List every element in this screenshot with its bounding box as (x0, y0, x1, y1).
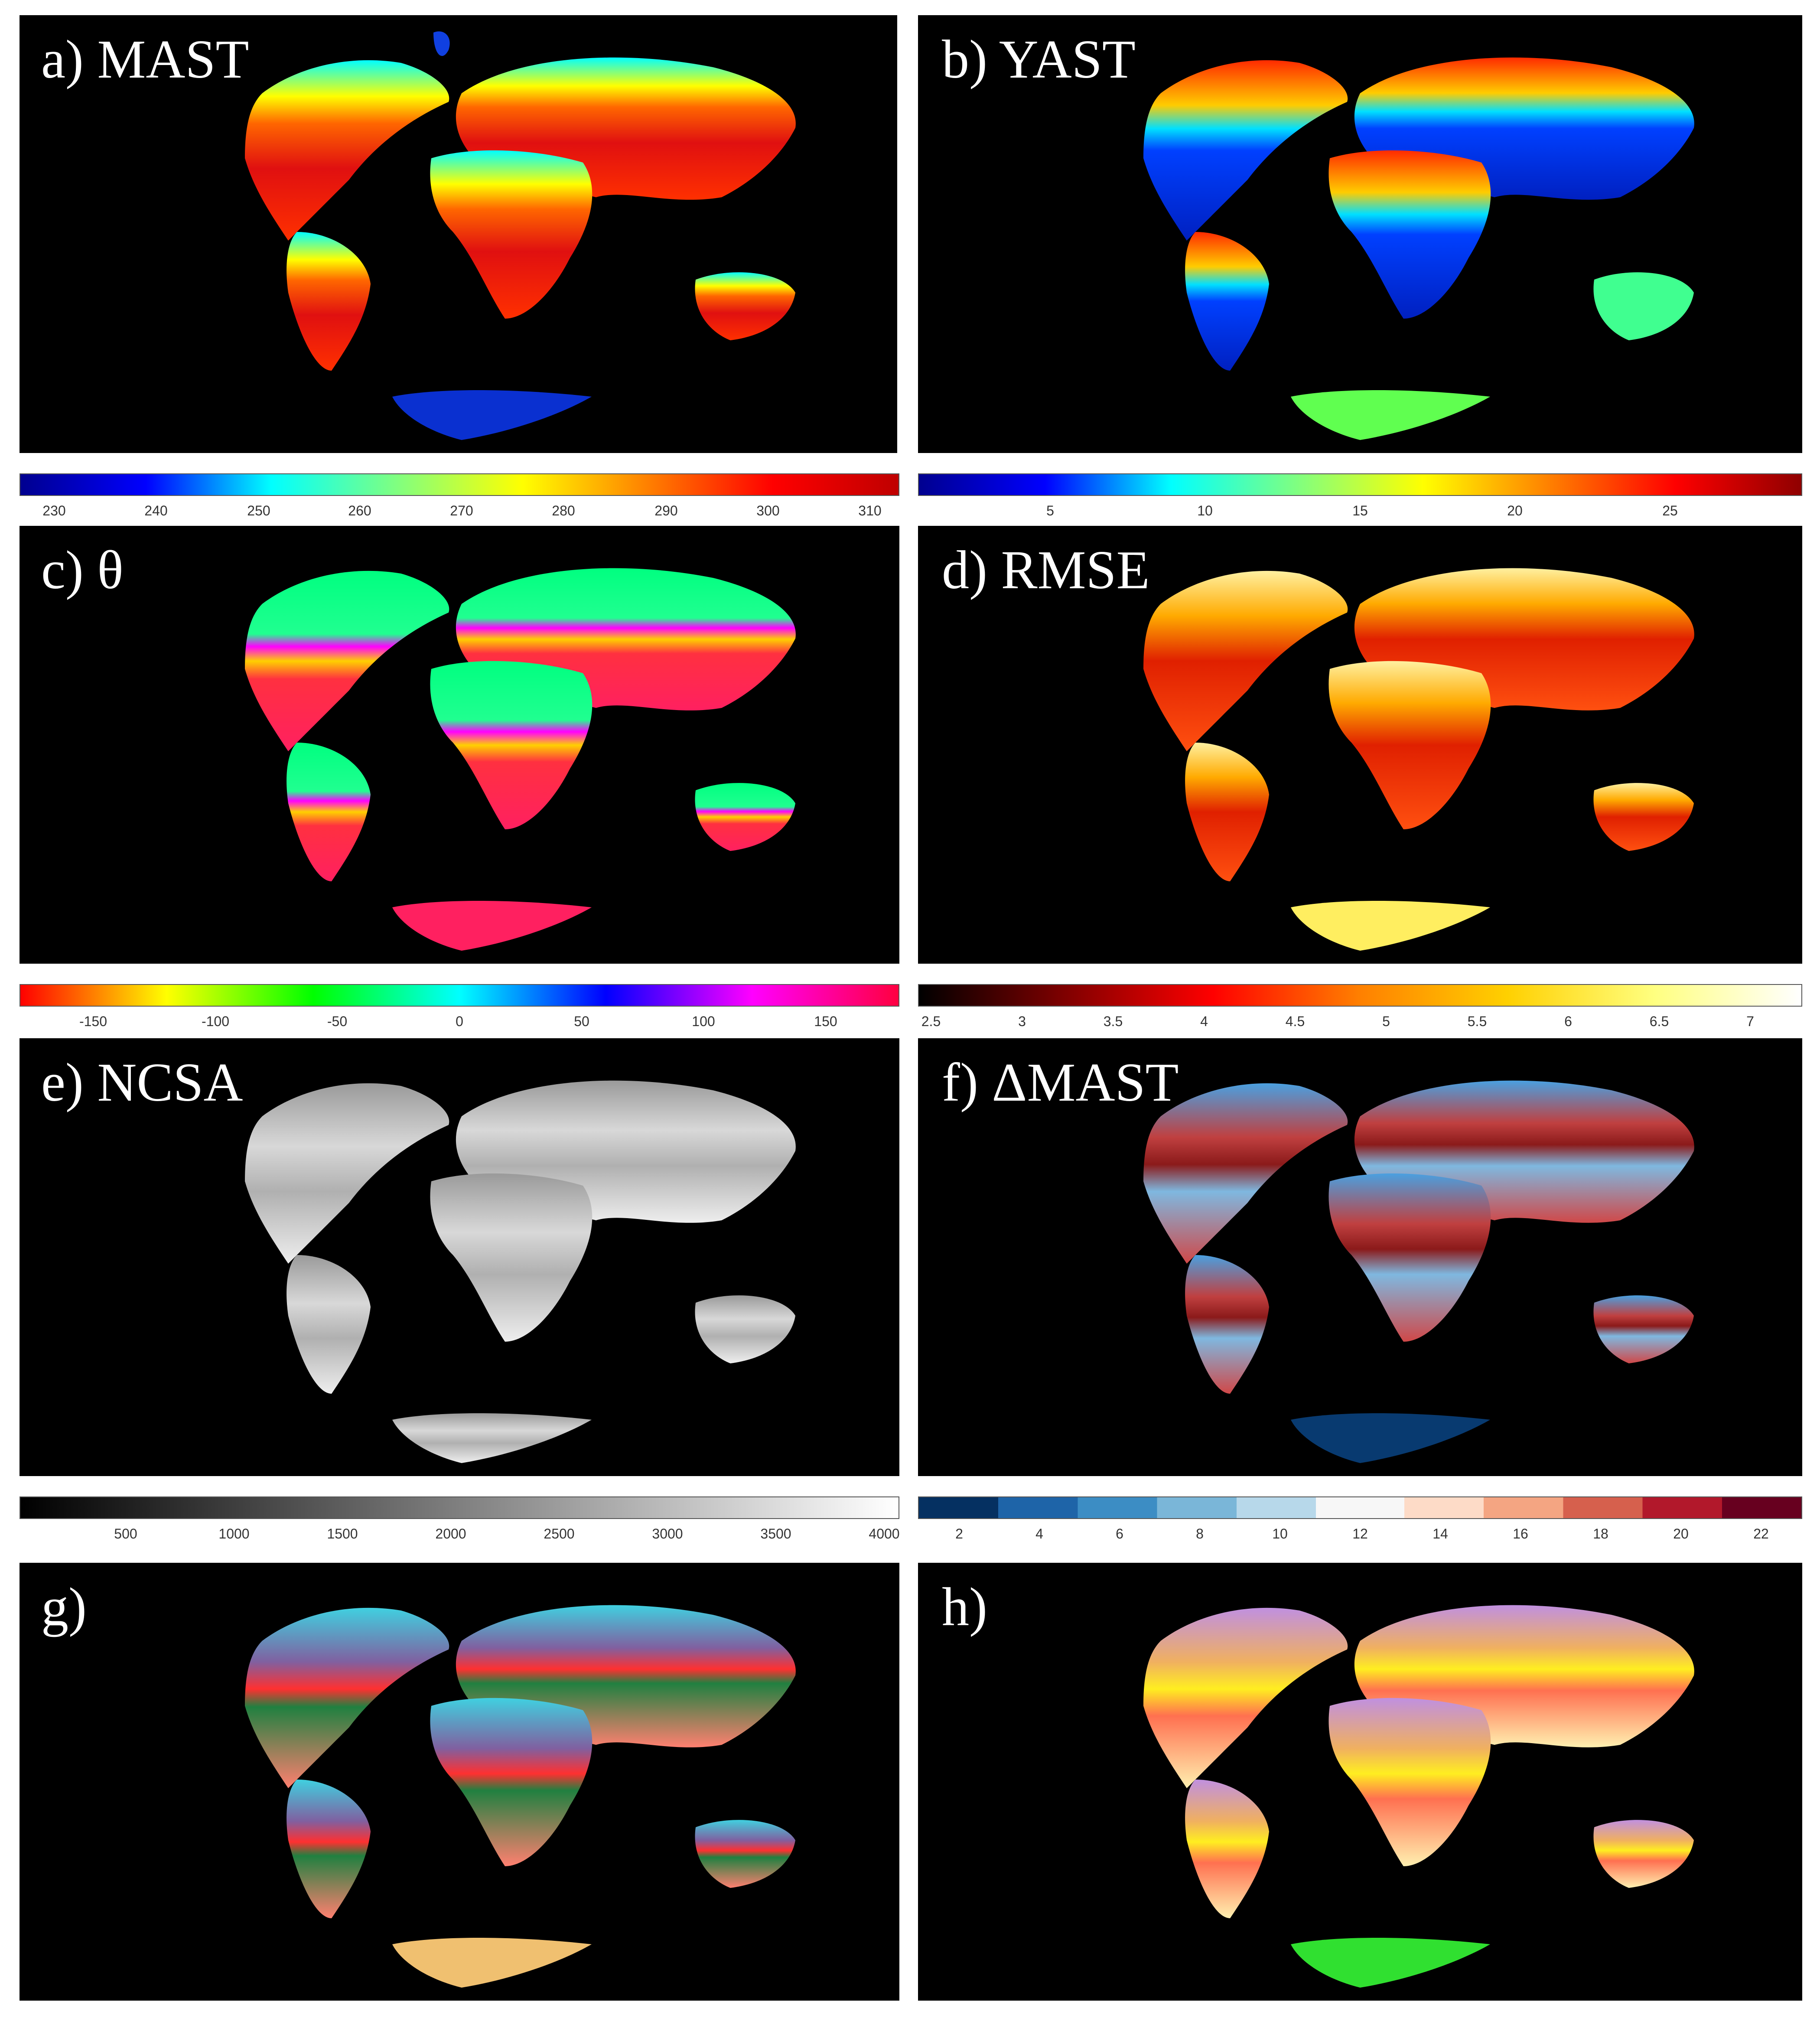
colorbar-rmse (918, 984, 1802, 1007)
tick-label: 270 (450, 503, 473, 518)
colorbar-ncsa (20, 1496, 899, 1519)
panel-label-b: b) YAST (942, 29, 1136, 90)
panel-label-c: c) θ (41, 540, 124, 600)
tick-label: 7 (1746, 1014, 1754, 1029)
tick-label: 250 (247, 503, 270, 518)
colorbar-theta (20, 984, 899, 1007)
colorbar-mast (20, 473, 899, 496)
tick-label: 22 (1753, 1526, 1769, 1542)
tick-label: 230 (42, 503, 66, 518)
tick-label: 4.5 (1285, 1014, 1305, 1029)
tick-label: 300 (756, 503, 780, 518)
tick-label: 6 (1564, 1014, 1572, 1029)
tick-label: -50 (327, 1014, 348, 1029)
colorbar-ncsa-ticks: 500 1000 1500 2000 2500 3000 3500 4000 (20, 1526, 899, 1548)
tick-label: 3500 (760, 1526, 791, 1542)
tick-label: 4000 (869, 1526, 900, 1542)
tick-label: 260 (348, 503, 371, 518)
tick-label: 1000 (218, 1526, 250, 1542)
map-panel-ncsa: e) NCSA (20, 1038, 899, 1476)
tick-label: 2 (955, 1526, 963, 1542)
tick-label: -100 (201, 1014, 230, 1029)
map-panel-rgb-composite-g: g) (20, 1563, 899, 2001)
tick-label: 14 (1433, 1526, 1448, 1542)
panel-label-d: d) RMSE (942, 540, 1150, 600)
land-mass-map (245, 1080, 796, 1463)
panel-label-g: g) (41, 1577, 87, 1637)
map-panel-rgb-composite-h: h) (918, 1563, 1802, 2001)
tick-label: 2000 (435, 1526, 466, 1542)
map-panel-yast: b) YAST (918, 15, 1802, 453)
tick-label: 4 (1035, 1526, 1043, 1542)
land-mass-map (1143, 1605, 1694, 1988)
map-panel-theta: c) θ (20, 526, 899, 964)
map-panel-rmse: d) RMSE (918, 526, 1802, 964)
map-panel-mast: a) MAST (20, 15, 897, 453)
tick-label: 100 (692, 1014, 715, 1029)
panel-label-f: f) ΔMAST (942, 1053, 1179, 1113)
tick-label: 280 (552, 503, 575, 518)
colorbar-delta-mast (918, 1496, 1802, 1519)
colorbar-mast-ticks: 230 240 250 260 270 280 290 300 310 (20, 503, 899, 525)
tick-label: 5 (1382, 1014, 1390, 1029)
tick-label: 5.5 (1467, 1014, 1487, 1029)
colorbar-delta-mast-ticks: 2 4 6 8 10 12 14 16 18 20 22 (918, 1526, 1802, 1548)
land-mass-map (245, 568, 796, 951)
tick-label: 3 (1018, 1014, 1026, 1029)
tick-label: 12 (1352, 1526, 1368, 1542)
map-panel-delta-mast: f) ΔMAST (918, 1038, 1802, 1476)
colorbar-theta-ticks: -150 -100 -50 0 50 100 150 (20, 1014, 899, 1035)
tick-label: 15 (1352, 503, 1368, 518)
tick-label: 5 (1046, 503, 1054, 518)
tick-label: 20 (1673, 1526, 1689, 1542)
tick-label: 150 (814, 1014, 837, 1029)
tick-label: 2500 (544, 1526, 575, 1542)
colorbar-yast-ticks: 5 10 15 20 25 (918, 503, 1802, 525)
tick-label: 10 (1272, 1526, 1288, 1542)
land-mass-map (245, 31, 796, 440)
tick-label: 0 (456, 1014, 463, 1029)
tick-label: 3.5 (1103, 1014, 1123, 1029)
tick-label: 6 (1116, 1526, 1123, 1542)
tick-label: 500 (114, 1526, 137, 1542)
tick-label: 10 (1197, 503, 1213, 518)
panel-label-e: e) NCSA (41, 1053, 243, 1113)
tick-label: -150 (79, 1014, 107, 1029)
tick-label: 310 (858, 503, 882, 518)
land-mass-map (1143, 568, 1694, 951)
land-mass-map (245, 1605, 796, 1988)
panel-label-a: a) MAST (41, 29, 249, 90)
tick-label: 25 (1662, 503, 1678, 518)
panel-label-h: h) (942, 1577, 987, 1637)
tick-label: 2.5 (921, 1014, 941, 1029)
tick-label: 8 (1196, 1526, 1204, 1542)
tick-label: 3000 (652, 1526, 683, 1542)
tick-label: 16 (1513, 1526, 1528, 1542)
tick-label: 50 (574, 1014, 589, 1029)
tick-label: 18 (1593, 1526, 1608, 1542)
tick-label: 1500 (327, 1526, 358, 1542)
tick-label: 290 (654, 503, 678, 518)
land-mass-map (1143, 1080, 1694, 1463)
tick-label: 20 (1507, 503, 1523, 518)
tick-label: 4 (1200, 1014, 1208, 1029)
tick-label: 6.5 (1649, 1014, 1669, 1029)
tick-label: 240 (144, 503, 168, 518)
land-mass-map (1143, 57, 1694, 440)
colorbar-yast (918, 473, 1802, 496)
colorbar-rmse-ticks: 2.5 3 3.5 4 4.5 5 5.5 6 6.5 7 (918, 1014, 1802, 1035)
